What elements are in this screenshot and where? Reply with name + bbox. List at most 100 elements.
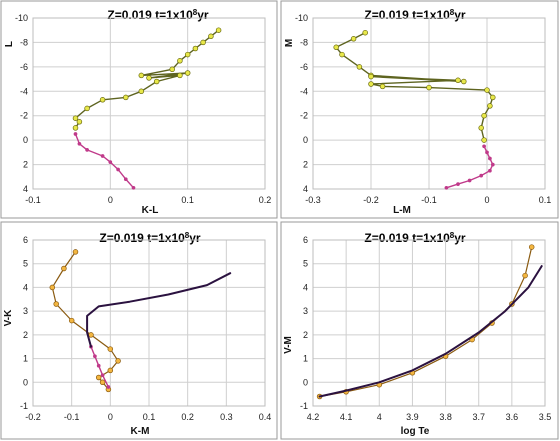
panel-lm-ylabel: M [284,39,295,47]
panel-lm-series-yellow-point [426,84,432,91]
panel-kl-frame [0,0,278,219]
panel-kl-xtick: 0.1 [181,195,194,205]
panel-lm-series-yellow-point [368,73,374,80]
panel-km-series-magenta-point [100,373,105,378]
panel-kl-series-magenta-point [131,185,136,190]
panel-km-plot-area [32,239,266,407]
panel-kl-xlabel: K-L [142,205,159,216]
panel-km-series-orange-point [88,332,94,338]
panel-lm-series-magenta-point [467,178,472,183]
panel-kl-series-magenta-point [116,167,120,172]
panel-kl-series-yellow-point [138,88,145,95]
panel-lm-ytick: -6 [300,62,308,72]
panel-kl-series-yellow-point [177,58,183,64]
panel-kl-xtick: 0 [108,195,113,205]
panel-km-series-orange-point [49,284,56,291]
panel-logte-ylabel: V-M [283,336,294,354]
panel-km-xtick: 0.4 [259,412,272,422]
panel-lm-series-magenta-point [444,185,449,190]
panel-kl-series-magenta-point [73,132,78,136]
panel-lm-plot: -0.3 -0.2 -0.1 0 0.1 -10 -8 -6 -4 -2 0 2 4 [295,13,551,205]
panel-kl-ytick: 0 [23,135,28,145]
panel-kl-xtick: -0.1 [25,195,41,205]
panel-logte-ytick: 6 [303,235,308,245]
panel-kl-series-yellow-point [123,94,129,101]
panel-logte-ytick: 2 [303,330,308,340]
panel-kl-series-yellow-point [177,72,183,79]
panel-lm-series-yellow-point [481,137,487,143]
panel-lm-series-magenta-point [490,162,495,167]
panel-kl-ytick: -10 [15,13,28,23]
panel-lm-ytick: -10 [295,13,308,23]
panel-kl-series-yellow-point [84,105,90,112]
panel-kl-series-yellow-point [153,78,160,85]
panel-km-ylabel: V-K [3,309,14,326]
panel-lm-ytick: -4 [300,86,308,96]
panel-km-series-dark-line [86,272,232,348]
panel-km-xtick: -0.2 [25,412,41,422]
panel-kl-ytick: -8 [20,37,28,47]
panel-logte-ytick: 5 [303,259,308,269]
panel-logte-xtick: 3.9 [406,412,419,422]
panel-lm-series-magenta-point [488,156,492,161]
panel-lm-xtick: -0.1 [421,195,437,205]
panel-km-xtick: 0 [108,412,113,422]
panel-lm-series-magenta-point [488,168,492,173]
panel-logte-ytick: 1 [303,354,308,364]
panel-km-xtick: 0.1 [143,412,156,422]
panel-lm-series-magenta-point [482,144,486,149]
panel-lm-series-yellow-point [362,29,368,36]
panel-logte-xtick: 3.8 [439,412,452,422]
panel-lm-xtick: -0.2 [363,195,379,205]
panel-logte-xtick: 3.6 [506,412,519,422]
panel-logte-xtick: 3.5 [539,412,552,422]
panel-km-series-orange-point [61,265,67,272]
panel-lm-xlabel: L-M [393,205,411,216]
panel-kl-plot: -0.1 0 0.1 0.2 -10 -8 -6 -4 -2 0 2 4 [15,13,271,205]
panel-lm-series-magenta-point [479,173,484,178]
panel-kl-series-magenta-point [108,160,113,164]
panel-km-xtick: 0.2 [181,412,194,422]
panel-kl-series-magenta-point [123,177,128,182]
panel-lm-xtick: 0 [484,195,489,205]
panel-logte-xtick: 4.2 [307,412,320,422]
panel-logte-series-orange-line [319,246,533,398]
panel-lm-series-yellow-point [356,64,363,70]
panel-lm-series-yellow-point [478,125,484,131]
panel-kl-ytick: 2 [23,160,28,170]
panel-kl-ytick: -2 [20,111,28,121]
panel-km-plot: -0.2 -0.1 0 0.1 0.2 0.3 0.4 -1 0 1 2 3 4 5 6 [20,235,271,422]
panel-lm-xtick: -0.3 [305,195,321,205]
panel-km-series-magenta-point [96,363,101,368]
panel-logte-plot: 4.2 4.1 4 3.9 3.8 3.7 3.6 3.5 -1 0 1 2 3 4 5 6 [300,235,551,422]
panel-lm-series-yellow-point [490,94,496,101]
panel-logte-plot-area [312,239,546,407]
panel-lm-series-yellow-point [333,44,339,51]
panel-kl-series-yellow-point [72,115,79,121]
panel-km-series-orange-point [99,379,106,386]
panel-kl-ytick: -6 [20,62,28,72]
panel-km-ytick: 1 [23,354,28,364]
panel-kl-series-yellow-point [208,33,214,40]
panel-kl-xtick: 0.2 [259,195,272,205]
panel-lm-series-yellow-point [461,78,467,85]
panel-km-ytick: 4 [23,282,28,292]
panel-km-series-orange-point [72,249,79,255]
panel-lm-series-yellow-point [379,83,386,90]
panel-kl-series-yellow-point [99,97,106,103]
panel-lm-ytick: -8 [300,37,308,47]
panel-lm-series-magenta-point [456,182,460,186]
panel-logte-ytick: -1 [300,401,308,411]
panel-lm-xtick: 0.1 [539,195,552,205]
panel-lm-frame [280,0,559,219]
panel-km-ytick: 0 [23,377,28,387]
panel-lm-series-yellow-point [350,36,357,42]
panel-kl-series-yellow-point [184,51,191,58]
panel-kl-plot-area [32,17,266,190]
panel-logte-series-orange-point [522,272,528,279]
panel-logte-frame [280,221,559,440]
panel-km-xtick: -0.1 [64,412,80,422]
panel-km-series-orange-point [68,317,75,324]
panel-lm-ytick: 0 [303,135,308,145]
panel-lm-series-yellow-point [481,112,487,119]
